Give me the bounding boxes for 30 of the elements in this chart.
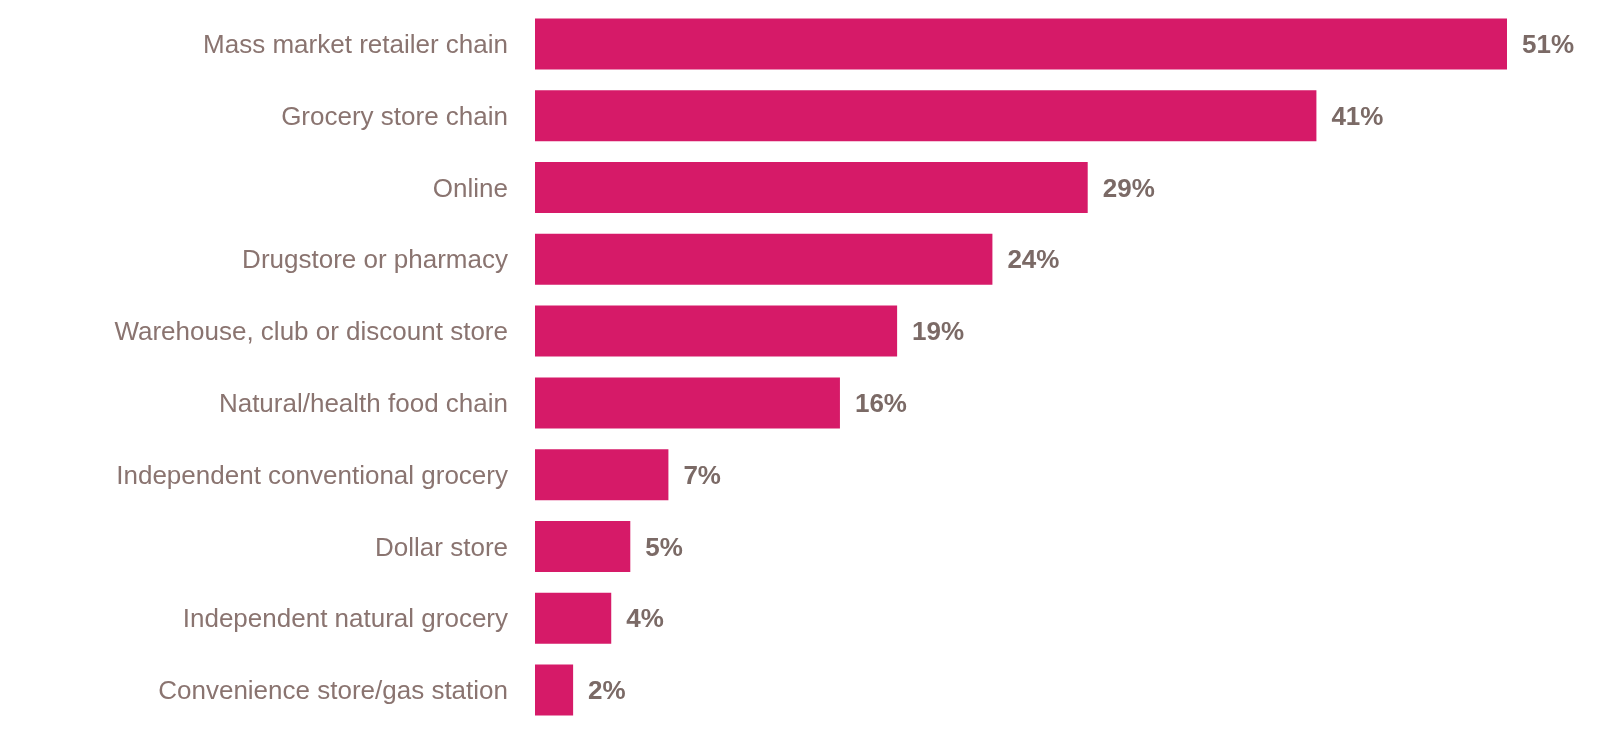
data-label: 5% [645, 531, 683, 562]
data-label: 29% [1102, 172, 1155, 203]
bar [535, 90, 1317, 142]
y-tick-label: Mass market retailer chain [203, 28, 508, 59]
y-tick-label: Independent conventional grocery [116, 459, 508, 490]
data-label: 2% [588, 675, 626, 706]
bar [535, 377, 840, 429]
data-label: 51% [1522, 28, 1575, 59]
y-tick-label: Dollar store [375, 531, 508, 562]
bar [535, 592, 612, 644]
bar [535, 162, 1088, 213]
y-tick-label: Drugstore or pharmacy [242, 244, 508, 275]
y-tick-label: Independent natural grocery [182, 603, 508, 634]
bar [535, 233, 993, 285]
data-label: 4% [626, 603, 664, 634]
data-label: 7% [683, 459, 721, 490]
data-label: 19% [912, 316, 965, 347]
bar [535, 664, 574, 716]
bar [535, 521, 631, 572]
bar [535, 305, 898, 357]
y-tick-label: Grocery store chain [281, 100, 508, 131]
bar [535, 18, 1507, 70]
data-label: 16% [854, 387, 907, 418]
bar [535, 449, 669, 501]
y-tick-label: Convenience store/gas station [158, 675, 508, 706]
y-tick-label: Warehouse, club or discount store [114, 316, 508, 347]
data-label: 24% [1007, 244, 1060, 275]
y-tick-label: Natural/health food chain [218, 387, 508, 418]
y-tick-label: Online [432, 172, 508, 203]
data-label: 41% [1331, 100, 1384, 131]
